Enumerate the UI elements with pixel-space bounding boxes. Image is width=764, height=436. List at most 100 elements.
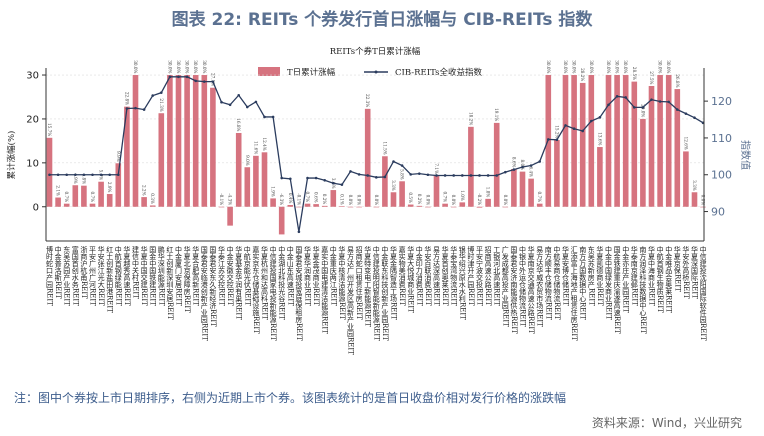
index-point xyxy=(641,106,645,109)
right-axis-label: 指数值 xyxy=(739,140,752,170)
bar xyxy=(210,87,216,207)
x-tick-label: 建信中关村REIT xyxy=(132,245,140,299)
index-point xyxy=(185,75,189,79)
bar xyxy=(554,140,560,207)
bar xyxy=(605,75,612,207)
x-tick-label: 华夏安博仓储REIT xyxy=(562,245,570,306)
index-point xyxy=(607,103,610,107)
x-tick-label: 华夏金隅智造工场REIT xyxy=(390,245,398,320)
index-point xyxy=(314,176,318,180)
index-point xyxy=(667,100,670,104)
y-tick-label: 20 xyxy=(26,114,39,125)
bar-data-label: 30.0% xyxy=(615,60,620,73)
bar xyxy=(511,168,517,207)
bar xyxy=(304,203,311,207)
bar xyxy=(502,206,509,208)
index-point xyxy=(547,138,550,141)
index-point xyxy=(237,93,240,97)
bar xyxy=(244,167,251,207)
index-point xyxy=(418,172,421,175)
bar-data-label: 15.2% xyxy=(554,125,559,138)
bar xyxy=(399,181,405,207)
index-point xyxy=(392,160,395,163)
bar xyxy=(158,113,165,207)
x-tick-label: 华安张江光大REIT xyxy=(97,245,105,306)
bar xyxy=(313,204,319,207)
x-tick-label: 银华绍兴原水水利REIT xyxy=(458,245,466,320)
x-tick-label: 中航首钢生物质REIT xyxy=(656,245,664,313)
bar-data-label: 4.9% xyxy=(73,173,78,184)
bar xyxy=(278,206,285,235)
index-point xyxy=(495,174,499,177)
bar xyxy=(106,194,113,207)
index-line-series xyxy=(48,75,705,234)
bar xyxy=(571,75,577,207)
index-point xyxy=(65,173,68,177)
x-tick-label: 华安外高桥REIT xyxy=(682,245,690,299)
index-point xyxy=(590,119,593,123)
bar-data-label: 0.7% xyxy=(537,192,542,203)
bar-data-label: 0.0% xyxy=(374,195,379,206)
bar xyxy=(72,185,79,207)
index-point xyxy=(615,95,619,98)
bar-data-label: 0.7% xyxy=(64,192,69,203)
bar-data-label: -0.2% xyxy=(477,193,482,205)
bar xyxy=(141,197,147,207)
bar xyxy=(622,75,629,207)
x-tick-label: 华夏华润商业REIT xyxy=(304,245,312,306)
index-point xyxy=(125,107,129,110)
bar xyxy=(700,206,706,208)
x-tick-label: 浙商沪杭甬REIT xyxy=(80,245,88,299)
legend: T日累计涨幅 CIB-REITs全收益指数 xyxy=(258,67,483,78)
x-tick-label: 中金联东科技创新产业园REIT xyxy=(381,245,389,341)
bar xyxy=(184,75,190,207)
x-tick-label: 华夏首创奥莱REIT xyxy=(441,245,449,306)
bar-data-label: 2.1% xyxy=(56,185,61,196)
bar-data-label: 0.2% xyxy=(322,194,327,205)
chart-title: REITs个券T日累计涨幅 xyxy=(330,46,421,57)
index-point xyxy=(56,173,60,177)
index-point xyxy=(400,164,404,167)
bar xyxy=(253,155,259,207)
legend-line-label: CIB-REITs全收益指数 xyxy=(395,67,483,78)
x-tick-label: 易方达深高速REIT xyxy=(433,246,441,306)
x-tick-label: 博时蛇口产园REIT xyxy=(46,245,54,306)
bar-data-label: 0.0% xyxy=(503,195,508,206)
bar-data-label: 12.6% xyxy=(683,137,688,150)
bar xyxy=(657,75,663,207)
bar-series xyxy=(46,75,706,235)
bar-data-label: 12.4% xyxy=(262,137,267,150)
x-tick-label: 嘉实京东仓储基础设施REIT xyxy=(252,245,260,334)
bar xyxy=(528,178,534,207)
bar xyxy=(442,203,448,207)
bar xyxy=(347,206,354,208)
bar xyxy=(364,108,371,207)
bar xyxy=(167,75,173,207)
bar xyxy=(55,197,61,207)
x-tick-label: 南方顺丰仓储物流REIT xyxy=(544,245,552,320)
x-tick-label: 华夏特变电工新能源REIT xyxy=(364,245,372,327)
bar xyxy=(115,163,122,207)
bar xyxy=(416,205,423,207)
bar-data-label: 3.3% xyxy=(692,180,697,191)
bar-data-label: 26.8% xyxy=(675,74,680,87)
index-point xyxy=(117,173,120,177)
x-tick-label: 中信建投明阳智能新能源REIT xyxy=(372,245,380,341)
x-tick-label: 中金厦门安居REIT xyxy=(175,245,183,306)
bar xyxy=(382,156,388,207)
bar xyxy=(468,126,474,207)
index-point xyxy=(504,170,507,174)
bar-data-label: 1.9% xyxy=(271,186,276,197)
x-tick-label: 国金中国铁建REIT xyxy=(149,246,157,306)
bar-data-label: 0.1% xyxy=(339,194,344,205)
x-tick-label: 华夏大悦城商业REIT xyxy=(407,245,415,313)
bar xyxy=(407,204,414,207)
index-point xyxy=(650,98,653,101)
x-tick-label: 华夏京保REIT xyxy=(673,245,681,292)
bar xyxy=(425,206,431,208)
bar-data-label: 28.5% xyxy=(632,67,637,80)
x-tick-label: 红土创新深圳安居REIT xyxy=(166,245,174,320)
x-tick-label: 华夏深国际REIT xyxy=(691,245,699,299)
index-point xyxy=(538,160,541,163)
index-point xyxy=(461,174,464,177)
